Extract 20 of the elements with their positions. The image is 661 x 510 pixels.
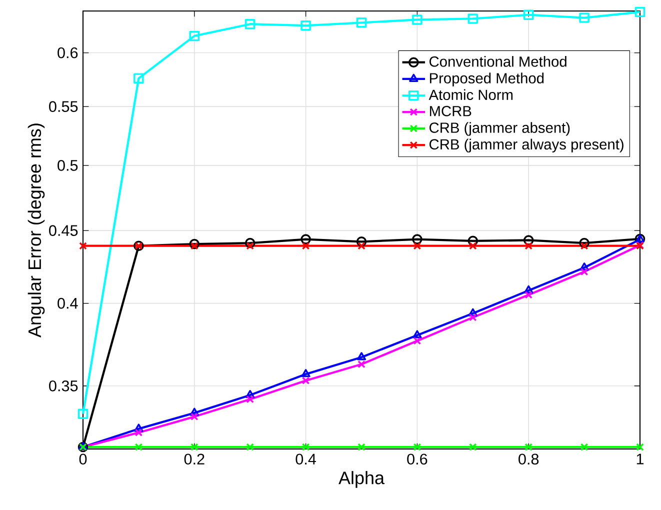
legend-label: Proposed Method bbox=[430, 72, 544, 86]
y-tick-label: 0.45 bbox=[49, 225, 78, 236]
x-axis-title: Alpha bbox=[338, 471, 385, 488]
x-tick-label: 0.2 bbox=[184, 454, 204, 465]
x-tick-label: 0 bbox=[79, 454, 87, 465]
x-tick-label: 0.6 bbox=[407, 454, 428, 465]
y-tick-label: 0.5 bbox=[58, 160, 78, 171]
y-tick-label: 0.55 bbox=[49, 101, 78, 112]
legend-label: Conventional Method bbox=[430, 56, 566, 67]
legend-label: CRB (jammer always present) bbox=[430, 138, 624, 152]
x-tick-label: 0.8 bbox=[518, 454, 539, 465]
legend-label: MCRB bbox=[430, 106, 472, 116]
legend-label: Atomic Norm bbox=[428, 89, 513, 100]
x-tick-label: 0.4 bbox=[296, 454, 316, 465]
y-tick-label: 0.35 bbox=[49, 380, 78, 392]
y-axis-title: Angular Error (degree rms) bbox=[28, 124, 45, 338]
legend-label: CRB (jammer absent) bbox=[430, 122, 570, 136]
y-tick-label: 0.6 bbox=[58, 47, 78, 58]
y-tick-label: 0.4 bbox=[58, 298, 78, 309]
x-tick-label: 1 bbox=[636, 454, 644, 464]
